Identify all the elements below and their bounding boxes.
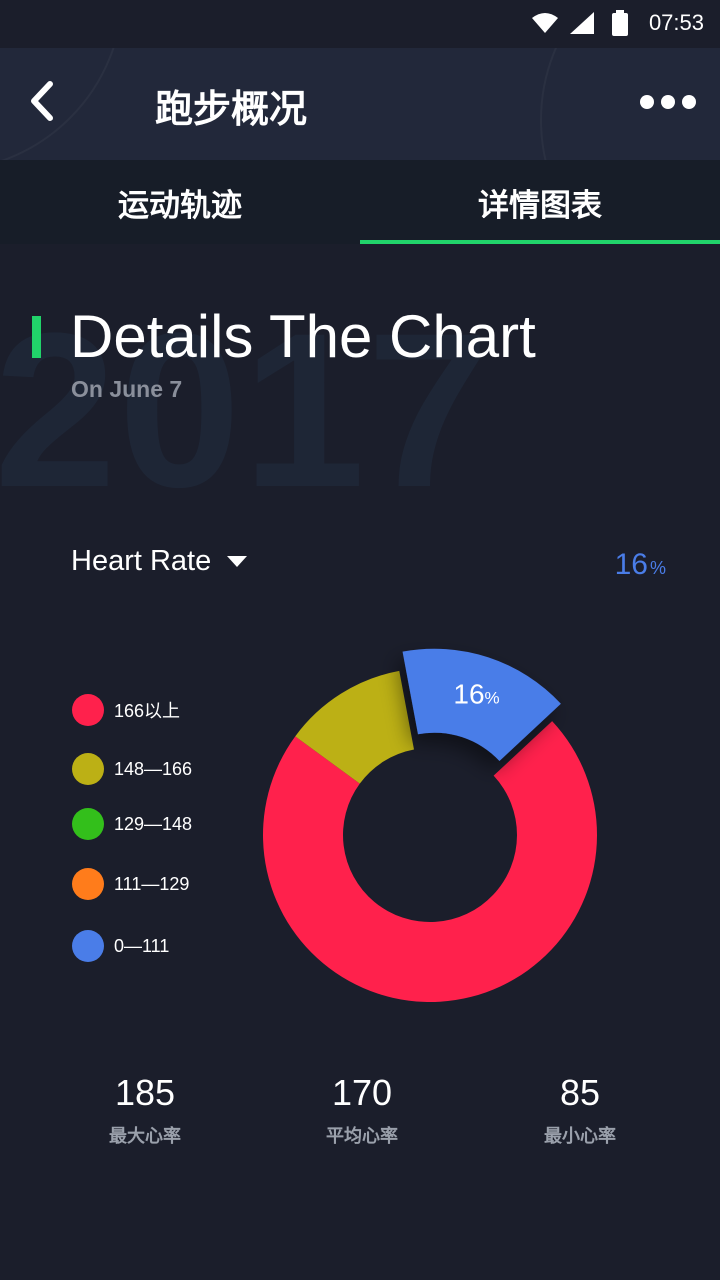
- background-year: 2017: [0, 287, 492, 533]
- legend-item: 0—111: [72, 930, 169, 962]
- metric-label: Heart Rate: [71, 545, 212, 577]
- stat-value: 185: [114, 1072, 176, 1113]
- more-options-button[interactable]: [640, 84, 696, 120]
- legend-swatch: [72, 930, 104, 962]
- app-bar: 跑步概况: [0, 48, 720, 160]
- stat-value: 85: [559, 1072, 601, 1113]
- highlight-percentage-value: 16: [614, 548, 648, 581]
- highlight-percentage: 16%: [615, 548, 666, 582]
- section-title: Details The Chart: [70, 303, 536, 370]
- legend-item: 166以上: [72, 694, 180, 726]
- stat-label: 最小心率: [544, 1126, 616, 1147]
- wifi-icon: [532, 13, 558, 33]
- legend-item: 129—148: [72, 808, 192, 840]
- highlighted-slice-label: 16%: [453, 678, 499, 709]
- decorative-circle: [540, 48, 720, 160]
- more-dot-icon: [640, 95, 654, 109]
- status-bar: 07:53: [0, 0, 720, 48]
- legend-item: 111—129: [72, 868, 189, 900]
- legend-item: 148—166: [72, 753, 192, 785]
- legend-swatch: [72, 808, 104, 840]
- tab-track[interactable]: 运动轨迹: [118, 187, 242, 224]
- donut-slice-2: [295, 670, 414, 784]
- stat-max: 185 最大心率: [35, 1072, 255, 1148]
- highlight-percentage-unit: %: [649, 558, 666, 578]
- section-accent-bar: [32, 316, 41, 358]
- metric-dropdown[interactable]: Heart Rate: [71, 545, 248, 578]
- page-title: 跑步概况: [155, 87, 308, 131]
- status-time: 07:53: [648, 10, 704, 35]
- stat-min: 85 最小心率: [470, 1072, 690, 1148]
- slice-label-unit: %: [485, 688, 500, 707]
- stat-average: 170 平均心率: [252, 1072, 472, 1148]
- signal-icon: [570, 12, 594, 34]
- legend-label: 166以上: [114, 701, 181, 721]
- donut-slice-5: [402, 648, 561, 762]
- legend-label: 129—148: [114, 813, 193, 834]
- chevron-left-icon: [31, 81, 53, 121]
- back-button[interactable]: [24, 78, 72, 130]
- section-subtitle: On June 7: [71, 376, 183, 402]
- more-dot-icon: [661, 95, 675, 109]
- battery-icon: [612, 10, 628, 36]
- heart-rate-donut-chart: 16%: [263, 648, 597, 1002]
- legend-swatch: [72, 753, 104, 785]
- legend-label: 148—166: [114, 758, 193, 779]
- donut-slice-1: [263, 721, 597, 1002]
- stat-label: 最大心率: [109, 1126, 181, 1147]
- tab-bar: 运动轨迹 详情图表: [0, 160, 720, 244]
- legend-swatch: [72, 868, 104, 900]
- slice-label-value: 16: [453, 678, 484, 709]
- tab-charts[interactable]: 详情图表: [478, 187, 602, 224]
- more-dot-icon: [682, 95, 696, 109]
- legend-swatch: [72, 694, 104, 726]
- stat-value: 170: [331, 1072, 393, 1113]
- legend-label: 111—129: [114, 873, 190, 894]
- active-tab-indicator: [360, 240, 720, 244]
- stat-label: 平均心率: [326, 1126, 398, 1147]
- legend-label: 0—111: [114, 935, 170, 956]
- caret-down-icon: [227, 556, 248, 567]
- heart-rate-stats: 185 最大心率 170 平均心率 85 最小心率: [0, 1072, 720, 1162]
